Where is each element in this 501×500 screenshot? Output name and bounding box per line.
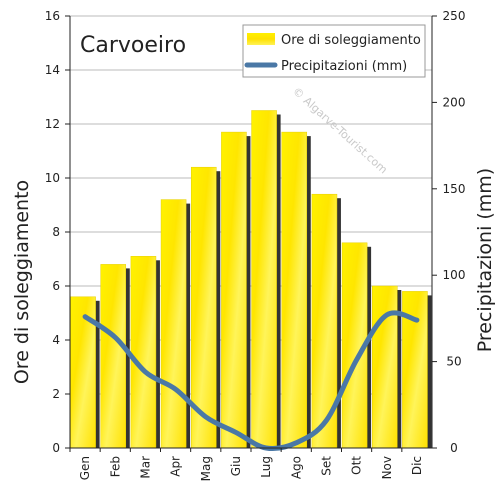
- bar-nov: [371, 285, 398, 449]
- bar-giu: [221, 131, 247, 449]
- x-tick-label-giu: Giu: [229, 456, 243, 476]
- left-axis-ticks: 0 2 4 6 8 10 12 14 16: [45, 9, 70, 455]
- bar-ago: [281, 131, 308, 449]
- y2-tick-label: 150: [443, 182, 466, 196]
- x-tick-label-dic: Dic: [410, 456, 424, 475]
- y-tick-label: 16: [45, 9, 60, 23]
- y2-tick-label: 50: [446, 355, 461, 369]
- y2-tick-label: 0: [450, 441, 458, 455]
- x-tick-label-ott: Ott: [350, 456, 364, 475]
- x-tick-label-apr: Apr: [169, 456, 183, 477]
- precipitation-line: [82, 310, 420, 452]
- y2-axis-label: Precipitazioni (mm): [474, 168, 496, 352]
- bar-apr: [160, 199, 187, 449]
- x-tick-label-gen: Gen: [78, 456, 92, 480]
- y-tick-label: 8: [52, 225, 60, 239]
- bar-mag: [190, 166, 217, 449]
- legend-label-sunshine: Ore di soleggiamento: [281, 33, 421, 48]
- x-tick-label-ago: Ago: [289, 456, 303, 479]
- x-tick-label-mag: Mag: [199, 456, 213, 481]
- bars: [70, 110, 432, 449]
- bar-mar: [130, 256, 157, 449]
- legend: Ore di soleggiamento Precipitazioni (mm): [242, 24, 426, 78]
- legend-bar-swatch: [247, 33, 275, 45]
- y2-tick-label: 250: [443, 9, 466, 23]
- y-axis-label: Ore di soleggiamento: [11, 180, 33, 384]
- y-tick-label: 14: [45, 63, 60, 77]
- x-tick-label-lug: Lug: [259, 456, 273, 478]
- y2-tick-label: 100: [443, 268, 466, 282]
- y-tick-label: 6: [52, 279, 60, 293]
- y-tick-label: 2: [52, 387, 60, 401]
- bar-feb: [100, 264, 127, 449]
- y-tick-label: 10: [45, 171, 60, 185]
- y-tick-label: 0: [52, 441, 60, 455]
- x-tick-label-mar: Mar: [138, 456, 152, 479]
- bar-lug: [251, 110, 277, 449]
- y-tick-label: 4: [52, 333, 60, 347]
- x-tick-label-nov: Nov: [380, 456, 394, 479]
- y-tick-label: 12: [45, 117, 60, 131]
- legend-label-precipitation: Precipitazioni (mm): [281, 59, 407, 74]
- x-tick-label-feb: Feb: [108, 456, 122, 477]
- x-axis-ticks: Gen Feb Mar Apr Mag Giu Lug Ago Set Ott Nov Dic: [69, 448, 424, 481]
- right-axis-ticks: 0 50 100 150 200 250: [432, 9, 465, 455]
- grid: [70, 15, 432, 395]
- x-tick-label-set: Set: [319, 456, 333, 476]
- y2-tick-label: 200: [443, 95, 466, 109]
- chart-title: Carvoeiro: [80, 33, 186, 58]
